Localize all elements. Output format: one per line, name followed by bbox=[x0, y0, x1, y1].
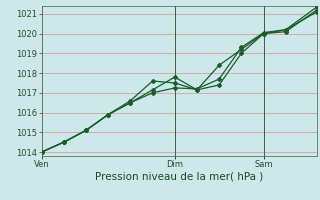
X-axis label: Pression niveau de la mer( hPa ): Pression niveau de la mer( hPa ) bbox=[95, 172, 263, 182]
